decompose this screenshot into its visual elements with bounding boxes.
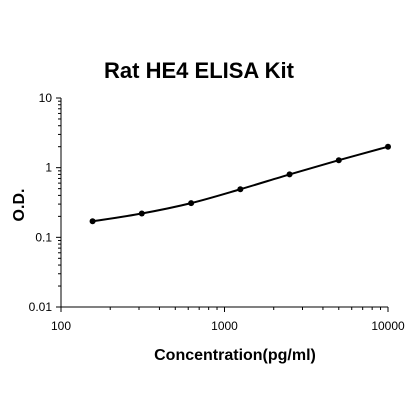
data-point [138, 210, 145, 217]
x-tick-label: 10000 [371, 319, 405, 333]
x-tick-label: 1000 [211, 319, 238, 333]
y-tick-label: 1 [45, 161, 52, 175]
y-tick-label: 0.01 [29, 300, 53, 314]
data-point [89, 218, 96, 225]
series-line [92, 145, 389, 223]
x-tick-label: 100 [51, 319, 71, 333]
data-point [237, 186, 244, 193]
data-point [188, 200, 195, 207]
y-axis-label: O.D. [11, 189, 28, 222]
x-axis-label: Concentration(pg/ml) [154, 347, 316, 364]
data-point [335, 157, 342, 164]
y-tick-label: 10 [39, 91, 53, 105]
axes: 0.01 0.1 1 10 100 1000 10000 [29, 91, 405, 333]
y-tick-label: 0.1 [35, 230, 52, 244]
data-point [286, 171, 293, 178]
data-point [385, 143, 391, 150]
chart-title: Rat HE4 ELISA Kit [104, 58, 295, 83]
series-group [89, 143, 391, 225]
